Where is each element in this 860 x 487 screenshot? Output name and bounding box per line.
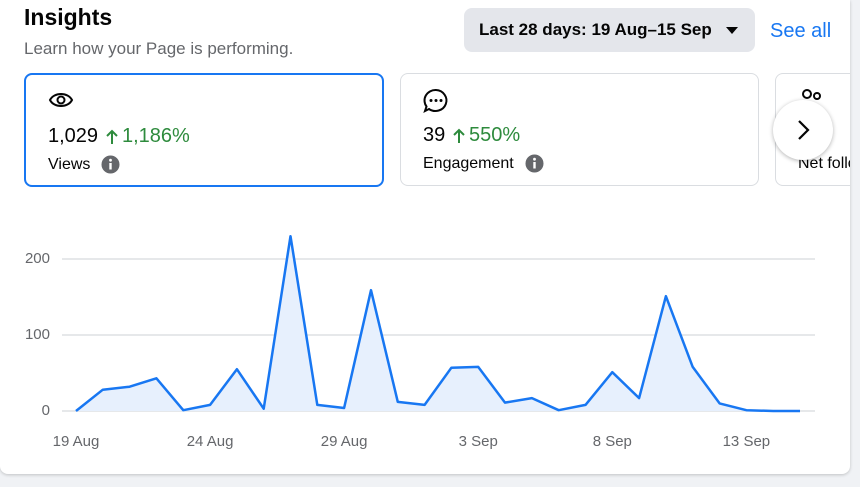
up-arrow-icon [106, 129, 118, 144]
metric-card[interactable]: 1,029 1,186% Views [24, 73, 384, 187]
line [75, 234, 800, 413]
x-tick-label: 29 Aug [321, 433, 368, 450]
metric-change: 1,186% [122, 125, 190, 147]
x-tick-label: 19 Aug [53, 433, 100, 450]
date-range-dropdown[interactable]: Last 28 days: 19 Aug–15 Sep [464, 8, 755, 52]
y-tick-label: 100 [25, 326, 50, 343]
metric-label: Views [48, 156, 91, 173]
eye-icon [48, 93, 74, 107]
x-tick-label: 3 Sep [459, 433, 498, 450]
see-all-link[interactable]: See all [770, 20, 832, 42]
x-tick-label: 24 Aug [187, 433, 234, 450]
area [76, 236, 800, 411]
info-icon[interactable] [525, 154, 544, 173]
y-tick-label: 0 [42, 402, 50, 419]
x-tick-label: 13 Sep [723, 433, 771, 450]
metric-value: 1,029 [48, 125, 99, 147]
metric-card[interactable]: 39 550% Engagement [400, 73, 759, 186]
chart: 0 100 200 19 Aug 24 Aug 29 Aug 3 Sep 8 Sep 13 Se… [25, 234, 815, 450]
date-range-label: Last 28 days: 19 Aug–15 Sep [479, 20, 712, 39]
metric-label: Net follows [798, 155, 850, 172]
info-icon[interactable] [101, 155, 120, 174]
x-tick-label: 8 Sep [593, 433, 632, 450]
chat-icon [423, 88, 448, 113]
chevron-icon [798, 120, 810, 140]
subtitle: Learn how your Page is performing. [24, 39, 294, 58]
title: Insights [24, 4, 113, 30]
up-arrow-icon [453, 128, 465, 143]
caret-icon [726, 27, 738, 34]
next-button[interactable] [773, 100, 833, 160]
metric-value: 39 [423, 124, 446, 146]
metric-label: Engagement [423, 155, 514, 172]
insights-panel: Insights Learn how your Page is performi… [0, 0, 850, 474]
y-tick-label: 200 [25, 250, 50, 267]
metric-change: 550% [469, 124, 521, 146]
